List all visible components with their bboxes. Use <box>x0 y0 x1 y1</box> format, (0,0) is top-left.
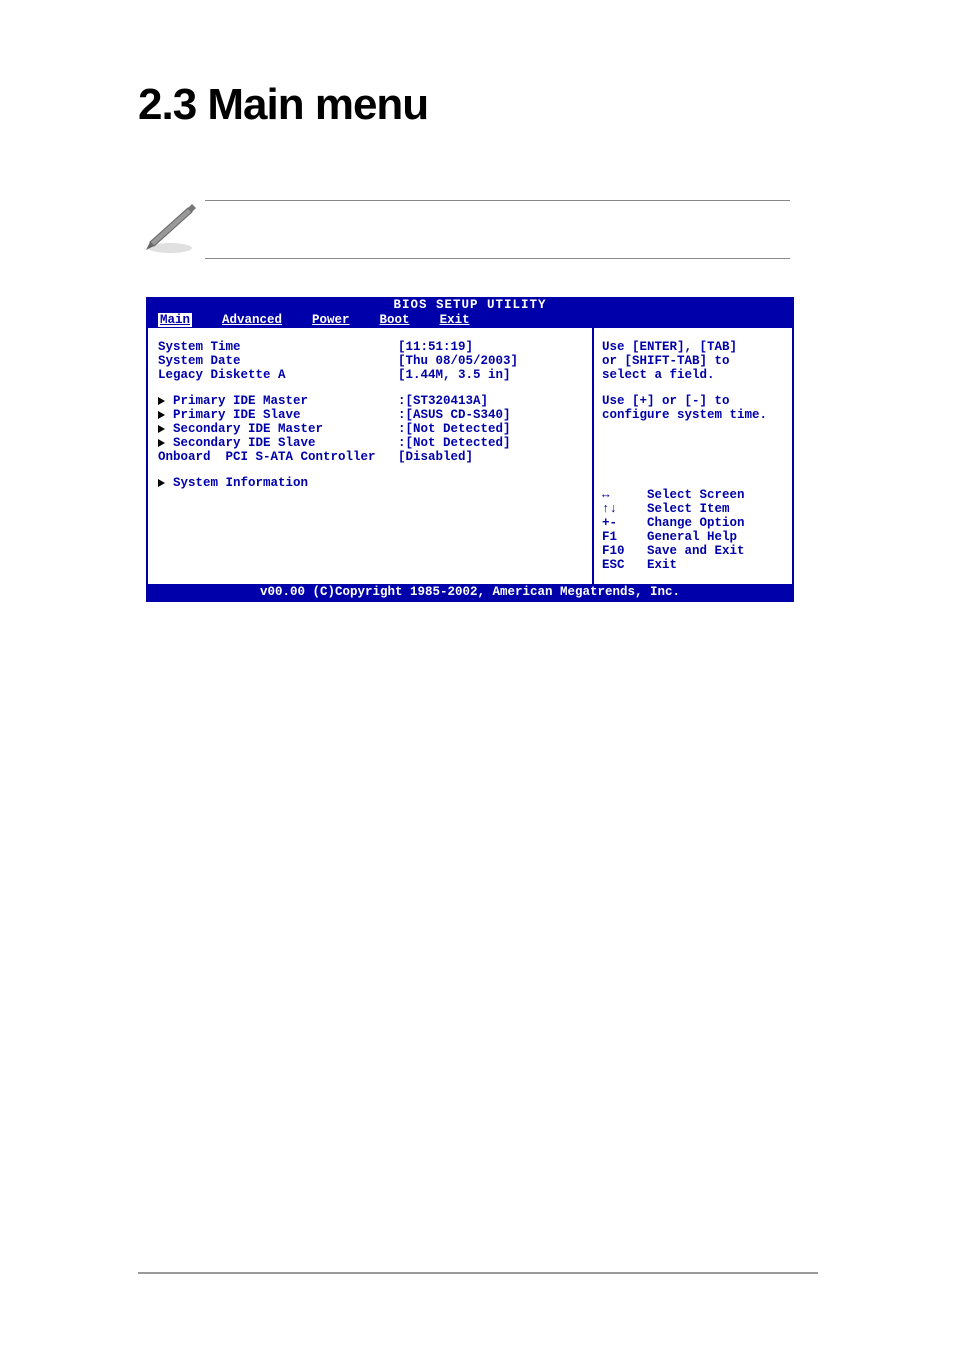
nav-item: ESC Exit <box>602 558 784 572</box>
divider-bottom <box>205 258 790 259</box>
submenu-primary-ide-slave[interactable]: Primary IDE Slave :[ASUS CD-S340] <box>158 408 582 422</box>
bios-title-bar: BIOS SETUP UTILITY <box>148 297 792 313</box>
field-label: System Time <box>158 340 398 354</box>
menu-tab-boot[interactable]: Boot <box>380 313 410 327</box>
triangle-right-icon <box>158 425 165 433</box>
bios-screen: BIOS SETUP UTILITY Main Advanced Power B… <box>146 297 794 602</box>
field-label: Legacy Diskette A <box>158 368 398 382</box>
nav-key: +- <box>602 516 647 530</box>
nav-item: F10 Save and Exit <box>602 544 784 558</box>
field-label: Primary IDE Slave <box>173 408 398 422</box>
help-text-line: configure system time. <box>602 408 784 422</box>
nav-item: ↔ Select Screen <box>602 488 784 502</box>
field-system-time[interactable]: System Time [11:51:19] <box>158 340 582 354</box>
page-title: 2.3 Main menu <box>138 80 428 130</box>
divider-top <box>205 200 790 201</box>
help-text-line: or [SHIFT-TAB] to <box>602 354 784 368</box>
menu-tab-exit[interactable]: Exit <box>440 313 470 327</box>
field-value: [1.44M, 3.5 in] <box>398 368 582 382</box>
nav-label: Select Screen <box>647 488 745 502</box>
submenu-secondary-ide-master[interactable]: Secondary IDE Master :[Not Detected] <box>158 422 582 436</box>
field-value: [11:51:19] <box>398 340 582 354</box>
nav-item: ↑↓ Select Item <box>602 502 784 516</box>
field-label: Secondary IDE Slave <box>173 436 398 450</box>
bios-footer: v00.00 (C)Copyright 1985-2002, American … <box>148 584 792 600</box>
nav-key: F10 <box>602 544 647 558</box>
nav-label: Change Option <box>647 516 745 530</box>
field-value: [Thu 08/05/2003] <box>398 354 582 368</box>
submenu-primary-ide-master[interactable]: Primary IDE Master :[ST320413A] <box>158 394 582 408</box>
triangle-right-icon <box>158 397 165 405</box>
field-system-date[interactable]: System Date [Thu 08/05/2003] <box>158 354 582 368</box>
help-text-line: Use [+] or [-] to <box>602 394 784 408</box>
field-sata-controller[interactable]: Onboard PCI S-ATA Controller [Disabled] <box>158 450 582 464</box>
bios-help-panel: Use [ENTER], [TAB] or [SHIFT-TAB] to sel… <box>592 328 792 584</box>
field-value: [Disabled] <box>398 450 582 464</box>
submenu-secondary-ide-slave[interactable]: Secondary IDE Slave :[Not Detected] <box>158 436 582 450</box>
field-value: :[ASUS CD-S340] <box>398 408 582 422</box>
nav-label: Select Item <box>647 502 730 516</box>
triangle-right-icon <box>158 479 165 487</box>
field-label: System Date <box>158 354 398 368</box>
field-value: :[Not Detected] <box>398 436 582 450</box>
field-value: :[Not Detected] <box>398 422 582 436</box>
nav-key: ESC <box>602 558 647 572</box>
field-label: Primary IDE Master <box>173 394 398 408</box>
bios-body: System Time [11:51:19] System Date [Thu … <box>148 328 792 584</box>
help-text-line: select a field. <box>602 368 784 382</box>
triangle-right-icon <box>158 439 165 447</box>
field-legacy-diskette[interactable]: Legacy Diskette A [1.44M, 3.5 in] <box>158 368 582 382</box>
nav-key: ↔ <box>602 488 647 502</box>
submenu-system-information[interactable]: System Information <box>158 476 582 490</box>
bios-main-panel: System Time [11:51:19] System Date [Thu … <box>148 328 592 584</box>
nav-key: F1 <box>602 530 647 544</box>
nav-key: ↑↓ <box>602 502 647 516</box>
page-footer-divider <box>138 1272 818 1274</box>
nav-item: F1 General Help <box>602 530 784 544</box>
nav-label: Exit <box>647 558 677 572</box>
bios-menu-bar: Main Advanced Power Boot Exit <box>148 313 792 328</box>
field-label: Secondary IDE Master <box>173 422 398 436</box>
menu-tab-main[interactable]: Main <box>158 313 192 327</box>
triangle-right-icon <box>158 411 165 419</box>
field-value: :[ST320413A] <box>398 394 582 408</box>
nav-item: +- Change Option <box>602 516 784 530</box>
field-label: System Information <box>173 476 413 490</box>
nav-legend: ↔ Select Screen ↑↓ Select Item +- Change… <box>602 488 784 572</box>
menu-tab-power[interactable]: Power <box>312 313 350 327</box>
help-text-line: Use [ENTER], [TAB] <box>602 340 784 354</box>
nav-label: General Help <box>647 530 737 544</box>
field-label: Onboard PCI S-ATA Controller <box>158 450 398 464</box>
pen-note-icon <box>140 200 200 255</box>
menu-tab-advanced[interactable]: Advanced <box>222 313 282 327</box>
nav-label: Save and Exit <box>647 544 745 558</box>
